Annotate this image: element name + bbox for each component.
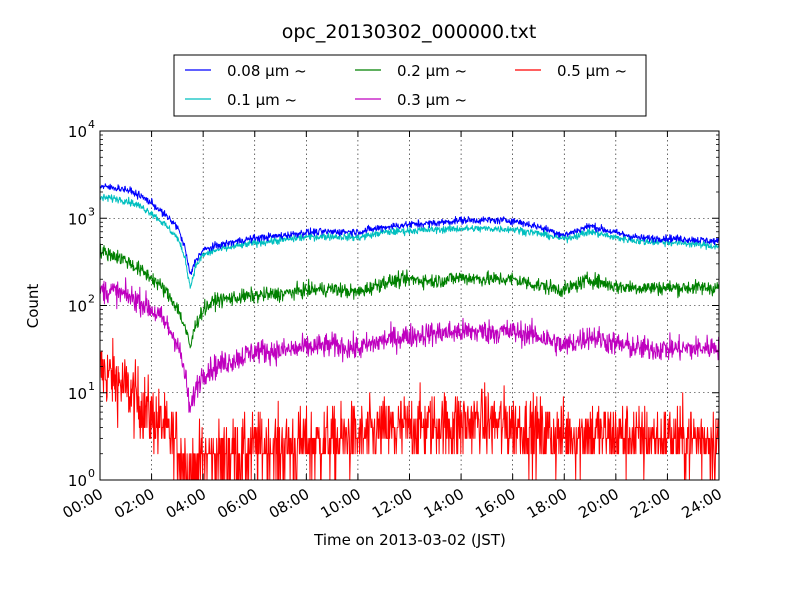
legend-box	[173, 54, 647, 117]
legend-entry: 0.5 μm ~	[515, 62, 627, 80]
y-tick-label: 10 4	[68, 118, 95, 141]
y-tick-label-base: 10	[68, 210, 87, 228]
plot-area	[99, 130, 720, 481]
legend-entry: 0.2 μm ~	[355, 62, 467, 80]
legend-entry: 0.08 μm ~	[185, 62, 307, 80]
ticks	[99, 130, 720, 481]
y-tick-label: 10 2	[68, 293, 95, 316]
y-axis-label: Count	[24, 284, 42, 329]
y-tick-label-base: 10	[68, 385, 87, 403]
y-tick-label-base: 10	[68, 472, 87, 490]
y-tick-label-exponent: 4	[88, 118, 95, 131]
chart-title: opc_20130302_000000.txt	[282, 21, 537, 43]
legend-label: 0.08 μm ~	[227, 62, 307, 80]
y-tick-label: 10 1	[68, 380, 95, 403]
series-line	[100, 183, 719, 275]
legend-label: 0.3 μm ~	[397, 91, 467, 109]
series-line	[100, 193, 719, 289]
legend-label: 0.5 μm ~	[557, 62, 627, 80]
y-tick-label-exponent: 3	[88, 205, 95, 218]
y-tick-label-base: 10	[68, 123, 87, 141]
x-axis-label: Time on 2013-03-02 (JST)	[313, 531, 506, 549]
y-tick-label: 10 3	[68, 205, 95, 228]
legend: 0.08 μm ~ 0.1 μm ~ 0.2 μm ~ 0.3 μm ~ 0.5 μm …	[173, 54, 647, 117]
y-tick-label: 10 0	[68, 467, 95, 490]
legend-entry: 0.3 μm ~	[355, 91, 467, 109]
series-line	[100, 337, 719, 480]
legend-label: 0.2 μm ~	[397, 62, 467, 80]
y-tick-label-exponent: 2	[88, 293, 95, 306]
y-tick-label-exponent: 1	[88, 380, 95, 393]
legend-label: 0.1 μm ~	[227, 91, 297, 109]
series-layer	[100, 183, 719, 480]
legend-entry: 0.1 μm ~	[185, 91, 297, 109]
series-line	[100, 277, 719, 413]
y-tick-label-exponent: 0	[88, 467, 95, 480]
series-line	[100, 243, 719, 349]
y-tick-label-base: 10	[68, 298, 87, 316]
